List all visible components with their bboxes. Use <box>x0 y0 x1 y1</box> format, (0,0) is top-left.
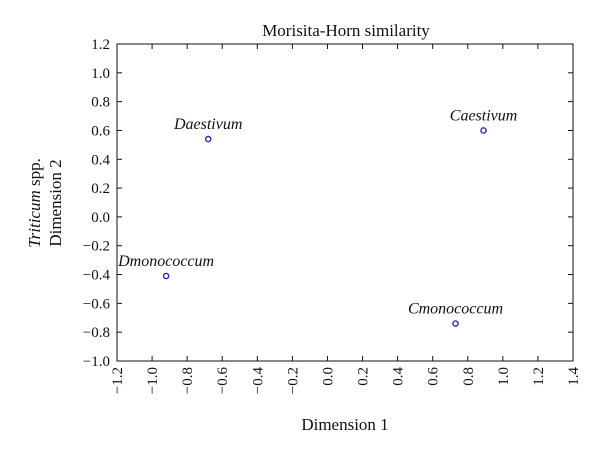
x-axis-label: Dimension 1 <box>301 415 388 434</box>
x-tick-label: 0.2 <box>356 367 372 386</box>
y-tick-label: 0.0 <box>91 210 110 226</box>
x-tick-label: 0.4 <box>391 367 407 386</box>
y-tick-label: 0.6 <box>91 123 110 139</box>
y-tick-label: −0.2 <box>83 239 110 255</box>
x-tick-label: −1.2 <box>110 367 126 394</box>
y-tick-label: 0.8 <box>91 95 110 111</box>
y-tick-label: 1.2 <box>91 37 110 53</box>
y-tick-label: −0.8 <box>83 325 110 341</box>
data-point-label: Cmonococcum <box>408 301 503 318</box>
data-point-marker <box>452 320 459 327</box>
y-tick-label: 0.4 <box>91 152 110 168</box>
y-tick-label: −0.4 <box>83 268 111 284</box>
y-axis-label-line1: Triticum spp. <box>25 158 44 248</box>
x-tick-label: −0.4 <box>250 367 266 395</box>
x-tick-label: 1.4 <box>566 367 582 386</box>
plot-frame <box>116 43 574 362</box>
y-tick-label: −0.6 <box>83 296 111 312</box>
y-tick-label: 0.2 <box>91 181 110 197</box>
x-tick-label: 1.0 <box>496 367 512 386</box>
x-tick-label: 0.6 <box>426 367 442 386</box>
x-tick-label: 0.0 <box>320 367 336 386</box>
x-tick-label: 0.8 <box>461 367 477 386</box>
x-tick-label: −0.2 <box>285 367 301 394</box>
x-tick-label: 1.2 <box>531 367 547 386</box>
data-point-label: Caestivum <box>450 107 518 124</box>
data-point-label: Dmonococcum <box>117 253 214 270</box>
y-axis-label: Triticum spp. Dimension 2 <box>25 158 65 248</box>
x-tick-label: −1.0 <box>145 367 161 394</box>
y-tick-label: −1.0 <box>83 354 110 370</box>
data-point-label: Daestivum <box>173 116 242 133</box>
x-tick-label: −0.6 <box>215 367 231 395</box>
x-axis-ticks: −1.2 −1.0 −0.8 −0.6 −0.4 −0.2 0.0 0.2 0.4 0.6 0.8 1… <box>110 44 582 394</box>
y-axis-ticks: 1.2 1.0 0.8 0.6 0.4 0.2 0.0 −0.2 −0.4 −0.6 −0.8 −1.… <box>83 37 573 370</box>
y-tick-label: 1.0 <box>91 66 110 82</box>
data-point-marker <box>204 135 212 143</box>
x-tick-label: −0.8 <box>180 367 196 394</box>
chart-title: Morisita-Horn similarity <box>262 21 430 40</box>
y-axis-label-line2: Dimension 2 <box>46 159 65 246</box>
data-point-marker <box>480 127 487 134</box>
data-point-marker <box>162 272 170 280</box>
data-points: Daestivum Caestivum Dmonococcum Cmonococcum <box>117 107 518 327</box>
